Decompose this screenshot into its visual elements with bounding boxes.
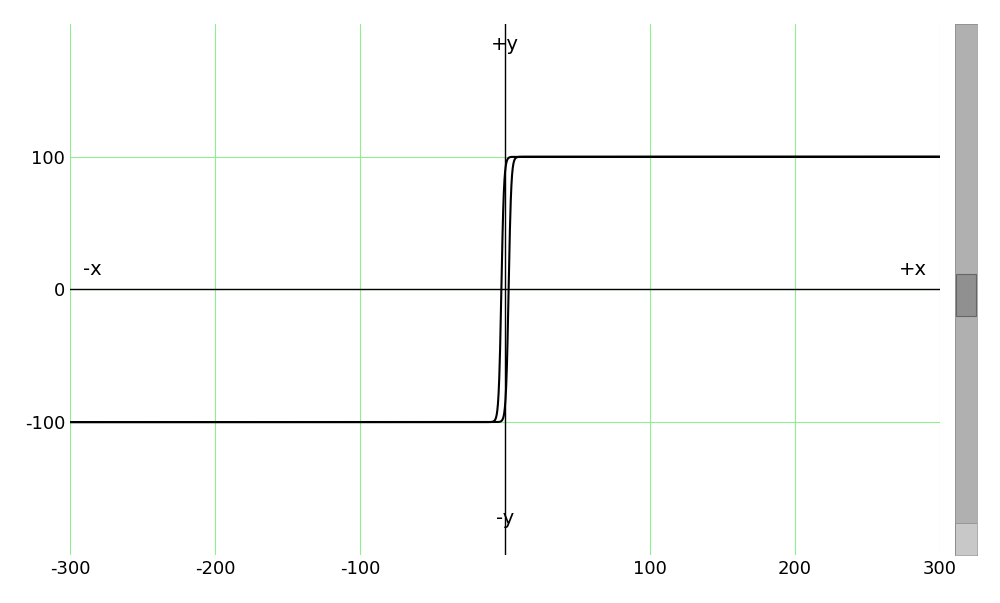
- Text: +x: +x: [899, 260, 927, 279]
- Text: -x: -x: [83, 260, 102, 279]
- Text: +y: +y: [491, 35, 519, 54]
- FancyBboxPatch shape: [956, 274, 976, 316]
- Text: -y: -y: [496, 509, 514, 528]
- FancyBboxPatch shape: [955, 523, 977, 555]
